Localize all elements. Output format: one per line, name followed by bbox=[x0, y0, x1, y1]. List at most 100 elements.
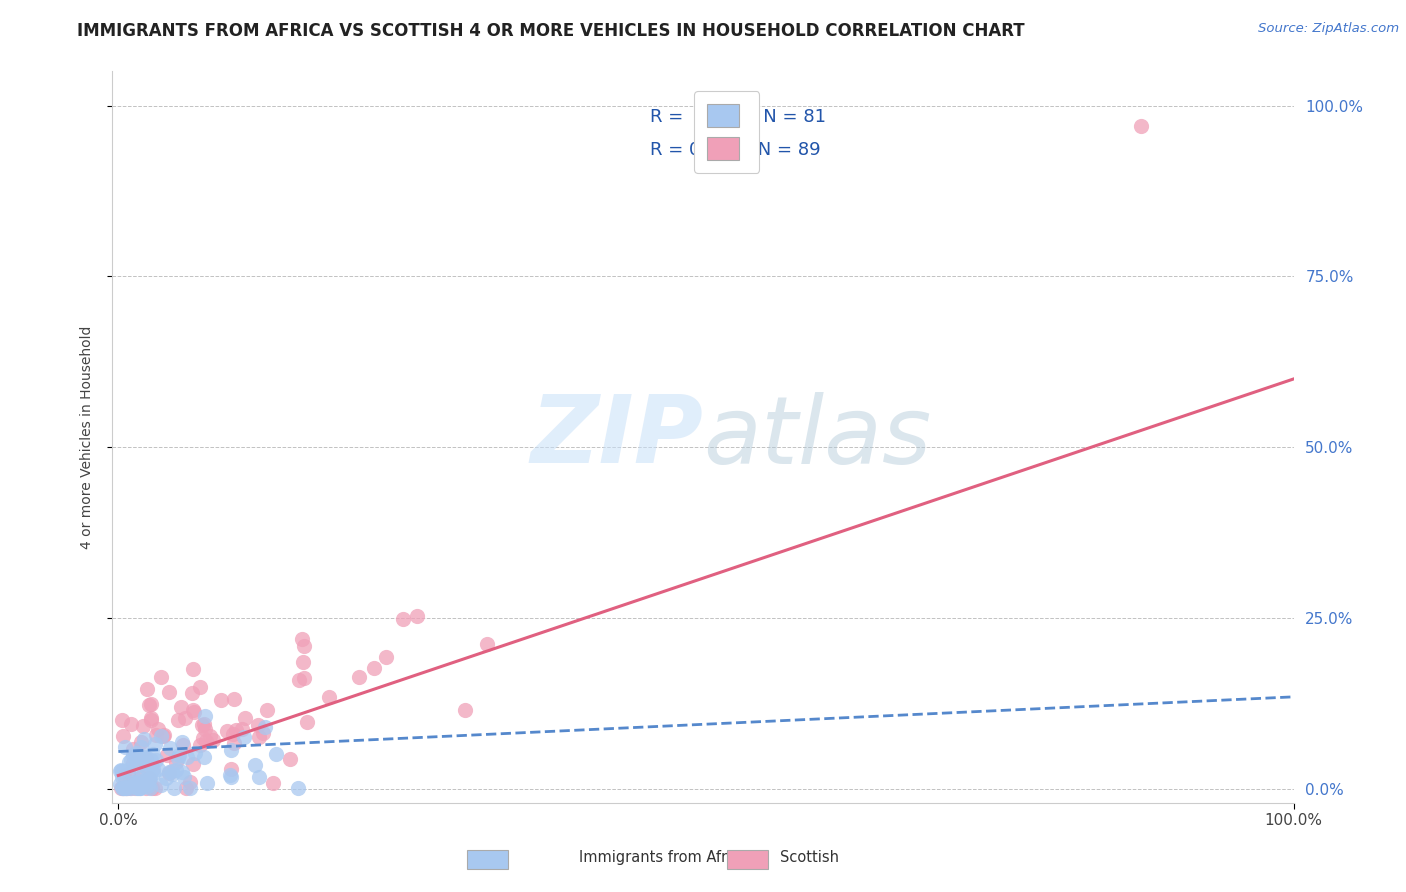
Point bbox=[111, 781, 134, 796]
Point bbox=[318, 690, 340, 704]
Point bbox=[111, 729, 134, 743]
Point bbox=[139, 713, 162, 727]
Point bbox=[157, 766, 180, 780]
Point bbox=[143, 781, 166, 796]
Point bbox=[475, 637, 498, 651]
Point bbox=[181, 685, 204, 699]
Point bbox=[115, 781, 138, 796]
Text: Source: ZipAtlas.com: Source: ZipAtlas.com bbox=[1258, 22, 1399, 36]
Point bbox=[231, 722, 253, 736]
Point bbox=[108, 764, 131, 779]
Point bbox=[256, 703, 278, 717]
Point bbox=[127, 781, 149, 796]
Point bbox=[111, 764, 134, 778]
Point bbox=[195, 776, 218, 790]
Point bbox=[202, 732, 225, 747]
Point bbox=[122, 742, 145, 756]
Point bbox=[131, 770, 153, 784]
Point bbox=[363, 661, 385, 675]
Text: ZIP: ZIP bbox=[530, 391, 703, 483]
Point bbox=[184, 746, 207, 760]
Point bbox=[181, 662, 204, 676]
Point bbox=[114, 781, 136, 796]
Y-axis label: 4 or more Vehicles in Household: 4 or more Vehicles in Household bbox=[80, 326, 94, 549]
Point bbox=[124, 781, 146, 796]
Point bbox=[117, 767, 139, 781]
Point bbox=[122, 775, 145, 789]
Text: Scottish: Scottish bbox=[780, 850, 839, 865]
Point bbox=[125, 781, 148, 796]
Point bbox=[145, 728, 167, 742]
Point bbox=[125, 748, 148, 763]
Point bbox=[118, 755, 141, 769]
Point bbox=[135, 761, 157, 775]
Point bbox=[138, 772, 160, 786]
Point bbox=[134, 775, 156, 789]
Point bbox=[262, 775, 284, 789]
Point bbox=[209, 693, 232, 707]
Point bbox=[110, 763, 132, 777]
FancyBboxPatch shape bbox=[727, 850, 768, 869]
Point bbox=[297, 714, 319, 729]
Point bbox=[169, 699, 191, 714]
Point bbox=[163, 781, 186, 796]
Point bbox=[136, 779, 159, 793]
Point bbox=[132, 731, 155, 746]
Point bbox=[120, 781, 142, 796]
Point bbox=[157, 685, 180, 699]
Text: IMMIGRANTS FROM AFRICA VS SCOTTISH 4 OR MORE VEHICLES IN HOUSEHOLD CORRELATION C: IMMIGRANTS FROM AFRICA VS SCOTTISH 4 OR … bbox=[77, 22, 1025, 40]
Point bbox=[179, 781, 201, 796]
Point bbox=[391, 612, 413, 626]
Point bbox=[247, 770, 270, 784]
Point bbox=[146, 723, 169, 737]
Point bbox=[219, 762, 242, 776]
Point bbox=[170, 735, 193, 749]
Point bbox=[167, 748, 190, 763]
Point bbox=[247, 730, 270, 744]
Point bbox=[219, 770, 242, 784]
Point bbox=[142, 766, 165, 780]
Point bbox=[136, 751, 159, 765]
Point bbox=[166, 714, 188, 728]
Point bbox=[193, 731, 215, 745]
Point bbox=[233, 730, 256, 744]
Point bbox=[139, 757, 162, 772]
Point bbox=[143, 737, 166, 751]
Point bbox=[142, 762, 165, 776]
Point bbox=[218, 768, 240, 782]
Point bbox=[129, 781, 152, 796]
Point bbox=[139, 711, 162, 725]
Point bbox=[129, 771, 152, 785]
Point bbox=[221, 743, 243, 757]
Point bbox=[288, 673, 311, 687]
Point bbox=[347, 670, 370, 684]
Point bbox=[222, 727, 245, 741]
Point bbox=[292, 671, 315, 685]
Point bbox=[193, 716, 215, 731]
Point bbox=[112, 769, 135, 783]
Point bbox=[162, 764, 184, 778]
Point bbox=[225, 723, 247, 737]
Point bbox=[155, 771, 177, 785]
Point bbox=[129, 740, 152, 755]
Point bbox=[129, 735, 152, 749]
Point bbox=[141, 781, 163, 796]
Point bbox=[375, 649, 398, 664]
Point bbox=[128, 781, 150, 796]
Point bbox=[194, 722, 217, 736]
Point bbox=[292, 655, 315, 669]
Point bbox=[148, 762, 170, 776]
Point bbox=[243, 757, 266, 772]
Point bbox=[136, 681, 159, 696]
Point bbox=[264, 747, 287, 762]
Point bbox=[176, 749, 198, 764]
Point bbox=[190, 718, 212, 732]
Point bbox=[170, 765, 193, 780]
Point bbox=[153, 728, 176, 742]
Point bbox=[195, 733, 218, 747]
Point bbox=[406, 608, 429, 623]
Point bbox=[198, 729, 221, 743]
Point bbox=[138, 698, 160, 712]
Point bbox=[181, 703, 204, 717]
Point bbox=[188, 739, 211, 753]
